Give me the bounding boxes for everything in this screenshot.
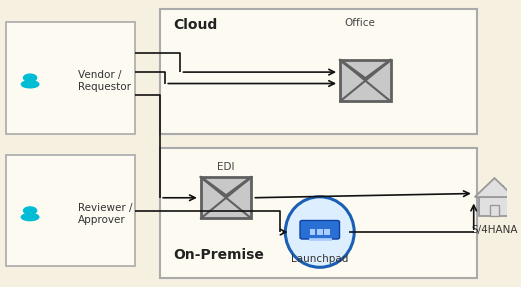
FancyBboxPatch shape [490, 205, 499, 216]
Text: Cloud: Cloud [173, 18, 217, 32]
Text: Launchpad: Launchpad [291, 254, 349, 264]
FancyBboxPatch shape [340, 60, 391, 101]
Ellipse shape [21, 81, 39, 88]
FancyBboxPatch shape [498, 186, 503, 193]
Text: Vendor /
Requestor: Vendor / Requestor [78, 70, 131, 92]
FancyBboxPatch shape [201, 177, 252, 218]
FancyBboxPatch shape [6, 22, 135, 133]
Circle shape [23, 74, 36, 82]
FancyBboxPatch shape [317, 232, 322, 235]
Text: Office: Office [345, 18, 376, 28]
FancyBboxPatch shape [317, 229, 322, 232]
FancyBboxPatch shape [310, 229, 315, 232]
FancyBboxPatch shape [324, 232, 330, 235]
FancyBboxPatch shape [479, 197, 510, 216]
Text: EDI: EDI [217, 162, 235, 172]
FancyBboxPatch shape [160, 9, 477, 133]
Circle shape [23, 207, 36, 214]
FancyBboxPatch shape [6, 155, 135, 266]
Text: Reviewer /
Approver: Reviewer / Approver [78, 203, 133, 225]
FancyBboxPatch shape [160, 148, 477, 278]
FancyBboxPatch shape [324, 229, 330, 232]
Text: S/4HANA: S/4HANA [471, 225, 518, 235]
FancyBboxPatch shape [310, 232, 315, 235]
Text: On-Premise: On-Premise [173, 248, 264, 262]
Polygon shape [475, 178, 514, 197]
Ellipse shape [286, 197, 354, 267]
Ellipse shape [21, 214, 39, 221]
FancyBboxPatch shape [300, 220, 340, 239]
